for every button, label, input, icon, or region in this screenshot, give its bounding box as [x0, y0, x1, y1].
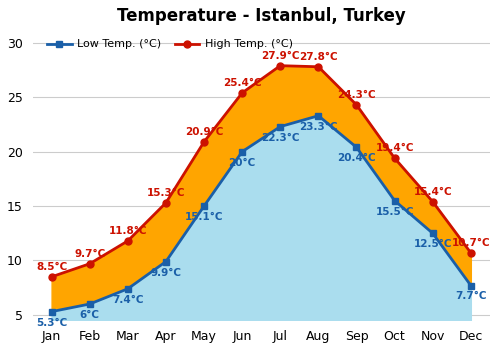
Title: Temperature - Istanbul, Turkey: Temperature - Istanbul, Turkey: [117, 7, 406, 25]
Text: 10.7°C: 10.7°C: [452, 238, 490, 248]
Text: 15.3°C: 15.3°C: [146, 188, 185, 198]
Text: 15.1°C: 15.1°C: [185, 212, 224, 222]
Text: 7.4°C: 7.4°C: [112, 295, 144, 305]
Text: 9.9°C: 9.9°C: [150, 267, 182, 278]
Text: 20.9°C: 20.9°C: [185, 127, 223, 137]
Text: 23.3°C: 23.3°C: [299, 122, 338, 132]
Text: 24.3°C: 24.3°C: [337, 90, 376, 100]
Text: 9.7°C: 9.7°C: [74, 249, 106, 259]
Text: 20.4°C: 20.4°C: [337, 153, 376, 163]
Text: 5.3°C: 5.3°C: [36, 317, 67, 328]
Text: 22.3°C: 22.3°C: [261, 133, 300, 142]
Text: 7.7°C: 7.7°C: [455, 292, 486, 301]
Text: 19.4°C: 19.4°C: [376, 143, 414, 153]
Legend: Low Temp. (°C), High Temp. (°C): Low Temp. (°C), High Temp. (°C): [42, 35, 297, 54]
Text: 27.9°C: 27.9°C: [261, 51, 300, 61]
Text: 11.8°C: 11.8°C: [108, 226, 147, 236]
Text: 6°C: 6°C: [80, 310, 100, 320]
Text: 20°C: 20°C: [228, 158, 256, 168]
Text: 8.5°C: 8.5°C: [36, 262, 67, 272]
Text: 25.4°C: 25.4°C: [223, 78, 262, 88]
Text: 12.5°C: 12.5°C: [414, 239, 452, 249]
Text: 27.8°C: 27.8°C: [299, 52, 338, 62]
Text: 15.5°C: 15.5°C: [376, 206, 414, 217]
Text: 15.4°C: 15.4°C: [414, 187, 452, 197]
